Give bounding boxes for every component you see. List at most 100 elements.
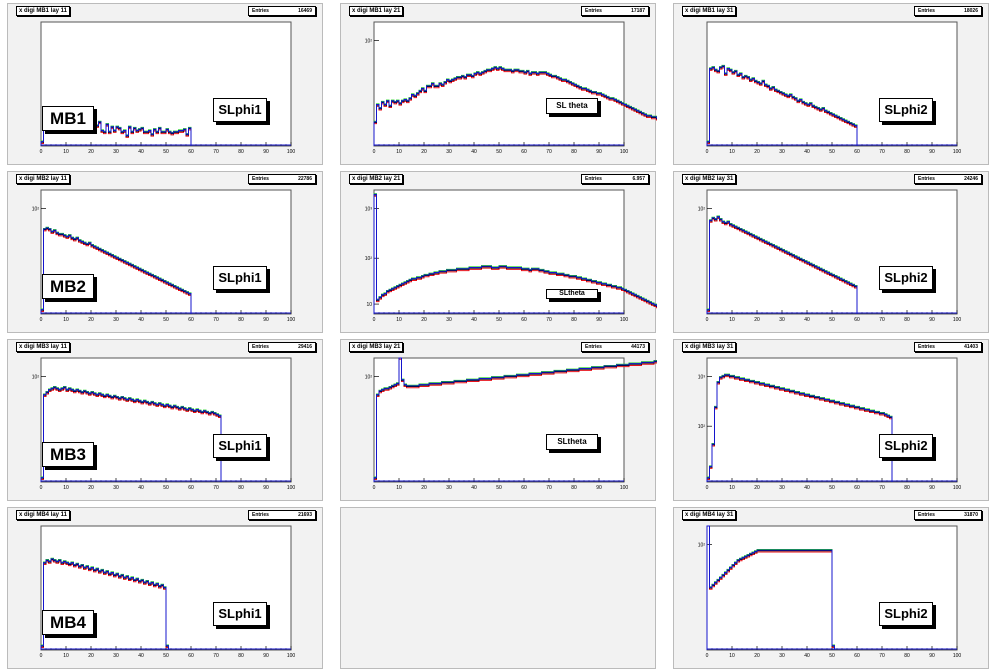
stats-entries: 16469 xyxy=(298,8,312,14)
stats-label: Entries xyxy=(252,8,269,14)
stats-entries: 22786 xyxy=(298,176,312,182)
histogram-pad: 0 10 20 30 40 50 60 70 80 90 100 10² x digi MB1 lay … xyxy=(340,3,657,165)
x-tick-label: 60 xyxy=(521,485,527,491)
x-tick-label: 30 xyxy=(779,485,785,491)
x-tick-label: 10 xyxy=(729,485,735,491)
x-tick-label: 90 xyxy=(596,485,602,491)
x-tick-label: 40 xyxy=(804,485,810,491)
histogram-pad: 0 10 20 30 40 50 60 70 80 90 100 10² x digi MB4 lay … xyxy=(673,507,989,669)
x-tick-label: 80 xyxy=(904,317,910,323)
x-tick-label: 0 xyxy=(373,485,376,491)
x-tick-label: 0 xyxy=(373,317,376,323)
stats-label: Entries xyxy=(585,8,602,14)
x-tick-label: 20 xyxy=(88,317,94,323)
pad-title: x digi MB1 lay 11 xyxy=(16,6,71,16)
stats-box: Entries 31870 xyxy=(914,510,982,520)
stats-entries: 18026 xyxy=(964,8,978,14)
sl-label: SLphi2 xyxy=(879,98,933,122)
x-tick-label: 100 xyxy=(953,317,962,323)
histogram-blue xyxy=(706,65,858,146)
x-tick-label: 60 xyxy=(854,485,860,491)
histogram-svg: 0 10 20 30 40 50 60 70 80 90 100 10² xyxy=(32,357,296,491)
x-tick-label: 80 xyxy=(904,653,910,659)
x-tick-label: 20 xyxy=(754,485,760,491)
stats-box: Entries 18026 xyxy=(914,6,982,16)
stats-box: Entries 24246 xyxy=(914,174,982,184)
x-tick-label: 70 xyxy=(213,485,219,491)
x-tick-label: 40 xyxy=(138,149,144,155)
histogram-pad: 0 10 20 30 40 50 60 70 80 90 100 x digi MB1 lay 11 E… xyxy=(7,3,323,165)
x-tick-label: 100 xyxy=(287,485,296,491)
x-tick-label: 20 xyxy=(88,485,94,491)
histogram-blue xyxy=(373,357,657,482)
stats-label: Entries xyxy=(252,344,269,350)
y-tick-label: 10² xyxy=(365,39,373,45)
x-tick-label: 50 xyxy=(829,485,835,491)
x-tick-label: 50 xyxy=(496,317,502,323)
x-tick-label: 70 xyxy=(879,485,885,491)
histogram-svg: 0 10 20 30 40 50 60 70 80 90 100 xyxy=(706,21,961,155)
histogram-blue xyxy=(706,374,893,482)
stats-label: Entries xyxy=(585,344,602,350)
mb-label: MB2 xyxy=(42,274,94,299)
x-tick-label: 100 xyxy=(953,485,962,491)
x-tick-label: 70 xyxy=(546,149,552,155)
x-tick-label: 10 xyxy=(63,317,69,323)
histogram-blue xyxy=(40,227,192,314)
x-tick-label: 10 xyxy=(63,653,69,659)
x-tick-label: 20 xyxy=(421,485,427,491)
stats-box: Entries 6.957 xyxy=(581,174,649,184)
histogram-black xyxy=(40,227,192,314)
y-tick-label: 10² xyxy=(365,256,373,262)
stats-label: Entries xyxy=(918,176,935,182)
sl-label: SLphi2 xyxy=(879,266,933,290)
pad-title: x digi MB2 lay 21 xyxy=(349,174,404,184)
x-tick-label: 90 xyxy=(929,317,935,323)
x-tick-label: 60 xyxy=(854,149,860,155)
sl-label: SL theta xyxy=(546,98,598,114)
stats-box: Entries 41403 xyxy=(914,342,982,352)
histogram-black xyxy=(373,194,657,314)
x-tick-label: 90 xyxy=(263,653,269,659)
x-tick-label: 10 xyxy=(396,317,402,323)
histogram-blue xyxy=(706,216,858,314)
histogram-pad: 0 10 20 30 40 50 60 70 80 90 100 x digi MB1 lay 31 E… xyxy=(673,3,989,165)
histogram-red xyxy=(373,358,657,482)
y-tick-label: 10² xyxy=(698,207,706,213)
histogram-svg: 0 10 20 30 40 50 60 70 80 90 100 10³ 10² xyxy=(698,357,962,491)
histogram-red xyxy=(373,195,657,314)
x-tick-label: 50 xyxy=(496,485,502,491)
y-tick-label: 10² xyxy=(32,207,40,213)
x-tick-label: 70 xyxy=(213,149,219,155)
sl-label: SLphi1 xyxy=(213,602,267,626)
x-tick-label: 100 xyxy=(620,317,629,323)
x-tick-label: 60 xyxy=(854,653,860,659)
pad-title: x digi MB3 lay 11 xyxy=(16,342,71,352)
histogram-green xyxy=(706,373,893,482)
sl-label: SLtheta xyxy=(546,289,598,299)
x-tick-label: 20 xyxy=(421,149,427,155)
x-tick-label: 0 xyxy=(706,317,709,323)
x-tick-label: 0 xyxy=(706,653,709,659)
x-tick-label: 70 xyxy=(213,317,219,323)
x-tick-label: 0 xyxy=(40,485,43,491)
x-tick-label: 30 xyxy=(113,485,119,491)
stats-box: Entries 22786 xyxy=(248,174,316,184)
stats-label: Entries xyxy=(918,344,935,350)
x-tick-label: 20 xyxy=(88,653,94,659)
x-tick-label: 10 xyxy=(396,485,402,491)
histogram-svg: 0 10 20 30 40 50 60 70 80 90 100 10² xyxy=(365,21,657,155)
x-tick-label: 20 xyxy=(421,317,427,323)
x-tick-label: 10 xyxy=(729,149,735,155)
stats-entries: 31870 xyxy=(964,512,978,518)
pad-title: x digi MB4 lay 31 xyxy=(682,510,737,520)
x-tick-label: 100 xyxy=(953,653,962,659)
x-tick-label: 100 xyxy=(287,149,296,155)
x-tick-label: 90 xyxy=(263,317,269,323)
x-tick-label: 60 xyxy=(521,317,527,323)
stats-entries: 29416 xyxy=(298,344,312,350)
histogram-svg: 0 10 20 30 40 50 60 70 80 90 100 xyxy=(40,21,296,155)
histogram-svg: 0 10 20 30 40 50 60 70 80 90 100 xyxy=(40,525,295,659)
x-tick-label: 20 xyxy=(754,149,760,155)
